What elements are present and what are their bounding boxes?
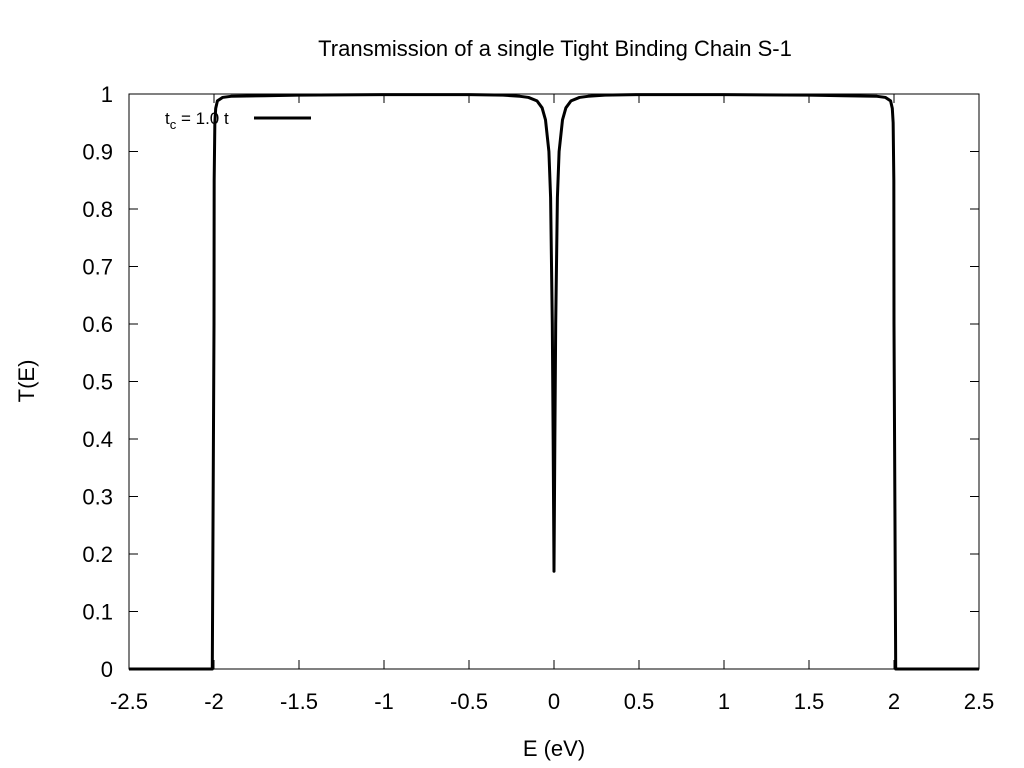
legend: tc = 1.0 t [165, 109, 311, 132]
x-tick-label: 2.5 [964, 689, 995, 714]
x-axis-title: E (eV) [523, 736, 585, 761]
x-tick-label: 2 [888, 689, 900, 714]
x-tick-label: -1 [374, 689, 394, 714]
legend-label-subscript: c [170, 117, 177, 132]
y-tick-label: 0.3 [82, 485, 113, 510]
y-tick-label: 0.1 [82, 600, 113, 625]
x-tick-label: -1.5 [280, 689, 318, 714]
x-tick-label: -0.5 [450, 689, 488, 714]
x-tick-label: 0.5 [624, 689, 655, 714]
chart-title: Transmission of a single Tight Binding C… [318, 36, 792, 61]
y-axis-title: T(E) [14, 360, 39, 403]
series-layer [129, 93, 979, 671]
y-tick-label: 0.7 [82, 255, 113, 280]
series-line-tc-1-0-t [129, 93, 979, 671]
y-tick-label: 0.4 [82, 427, 113, 452]
x-tick-label: -2 [204, 689, 224, 714]
x-tick-label: 0 [548, 689, 560, 714]
y-tick-label: 0.9 [82, 140, 113, 165]
legend-label-rest: = 1.0 t [176, 109, 229, 128]
y-tick-label: 0.8 [82, 197, 113, 222]
y-tick-label: 0.2 [82, 542, 113, 567]
x-tick-label: 1.5 [794, 689, 825, 714]
y-tick-label: 0.5 [82, 370, 113, 395]
y-tick-label: 1 [101, 82, 113, 107]
x-tick-label: -2.5 [110, 689, 148, 714]
x-axis: -2.5 -2 -1.5 -1 -0.5 0 0.5 1 1.5 2 2.5 [110, 94, 994, 714]
y-tick-label: 0.6 [82, 312, 113, 337]
legend-label: tc = 1.0 t [165, 109, 229, 132]
y-tick-label: 0 [101, 657, 113, 682]
y-axis: 0 0.1 0.2 0.3 0.4 0.5 0.6 0.7 0.8 0.9 1 [82, 82, 979, 682]
legend-label-main: t [165, 109, 170, 128]
x-tick-label: 1 [718, 689, 730, 714]
